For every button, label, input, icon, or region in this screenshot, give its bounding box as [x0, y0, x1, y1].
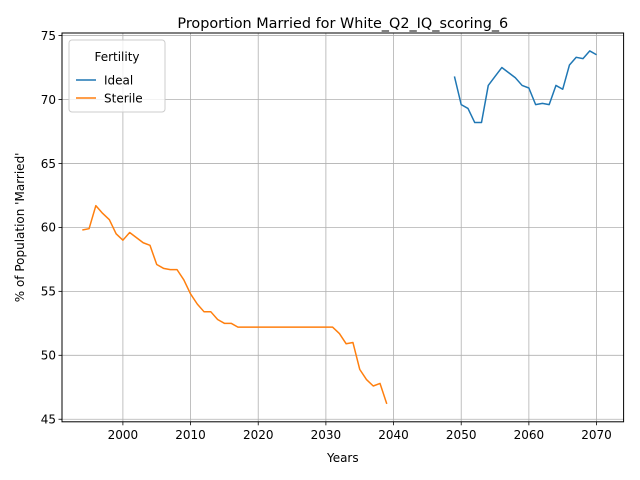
- x-tick-label: 2010: [175, 428, 206, 442]
- x-tick-label: 2030: [311, 428, 342, 442]
- x-tick-label: 2060: [514, 428, 545, 442]
- y-tick-label: 45: [41, 413, 56, 427]
- legend: Fertility Ideal Sterile: [68, 39, 166, 113]
- y-tick-label: 75: [41, 29, 56, 43]
- series-lines: [82, 50, 597, 405]
- x-tick-label: 2000: [108, 428, 139, 442]
- y-tick-label: 50: [41, 349, 56, 363]
- legend-box: [68, 39, 166, 113]
- x-axis-label: Years: [326, 451, 359, 465]
- x-tick-label: 2050: [446, 428, 477, 442]
- legend-label-ideal: Ideal: [104, 74, 133, 88]
- y-tick-label: 60: [41, 221, 56, 235]
- x-axis-ticks: 2000 2010 2020 2030 2040 2050 2060 2070: [108, 421, 612, 442]
- y-axis-ticks: 45 50 55 60 65 70 75: [41, 29, 62, 427]
- y-tick-label: 65: [41, 157, 56, 171]
- x-tick-label: 2040: [378, 428, 409, 442]
- x-tick-label: 2070: [581, 428, 612, 442]
- series-line-ideal: [453, 50, 597, 124]
- y-axis-label: % of Population 'Married': [13, 153, 27, 303]
- grid: [62, 33, 624, 422]
- chart-title: Proportion Married for White_Q2_IQ_scori…: [177, 16, 508, 32]
- y-tick-label: 70: [41, 93, 56, 107]
- legend-title: Fertility: [94, 50, 139, 64]
- y-tick-label: 55: [41, 285, 56, 299]
- series-line-sterile: [82, 204, 388, 405]
- legend-label-sterile: Sterile: [104, 92, 143, 106]
- x-tick-label: 2020: [243, 428, 274, 442]
